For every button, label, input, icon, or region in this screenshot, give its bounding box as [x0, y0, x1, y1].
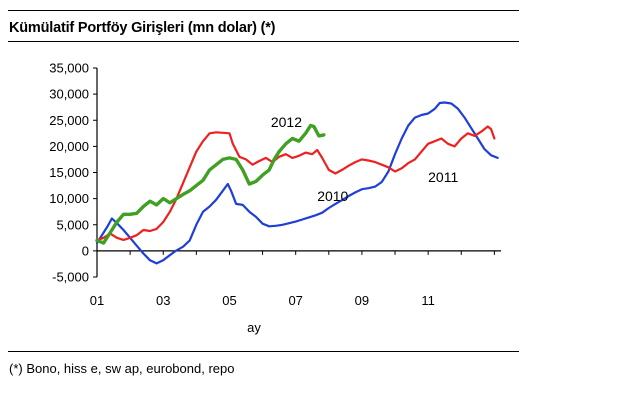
series-line-2012 — [95, 123, 326, 245]
x-tick-label: 01 — [90, 293, 104, 308]
title-rule — [8, 41, 519, 42]
footnote: (*) Bono, hiss e, sw ap, eurobond, repo — [9, 361, 235, 376]
y-tick-label: 30,000 — [49, 87, 89, 102]
x-tick-label: 07 — [288, 293, 302, 308]
x-tick-label: 09 — [355, 293, 369, 308]
chart-series-labels: 2010 2011 2012 — [271, 114, 459, 204]
x-tick-label: 05 — [222, 293, 236, 308]
series-line-2011 — [95, 125, 496, 242]
series-label-2010: 2010 — [317, 188, 348, 204]
x-tick-label: 11 — [421, 293, 435, 308]
chart-series — [95, 101, 499, 265]
y-tick-label: 0 — [82, 243, 89, 258]
series-line-2010 — [95, 101, 499, 265]
chart-axes: -5,000 0 5,000 10,000 15,000 20,000 25,000 30,0… — [49, 61, 501, 335]
y-tick-label: 5,000 — [56, 217, 89, 232]
y-tick-label: 35,000 — [49, 61, 89, 76]
x-tick-label: 03 — [156, 293, 170, 308]
top-rule — [8, 10, 519, 11]
series-label-2011: 2011 — [428, 169, 458, 185]
series-label-2012: 2012 — [271, 114, 302, 130]
y-tick-label: -5,000 — [52, 270, 89, 285]
y-tick-label: 20,000 — [49, 139, 89, 154]
y-tick-label: 10,000 — [49, 191, 89, 206]
y-tick-label: 25,000 — [49, 113, 89, 128]
footnote-rule — [8, 351, 519, 352]
x-axis-label: ay — [247, 320, 261, 335]
y-tick-label: 15,000 — [49, 165, 89, 180]
chart-title: Kümülatif Portföy Girişleri (mn dolar) (… — [9, 20, 276, 36]
